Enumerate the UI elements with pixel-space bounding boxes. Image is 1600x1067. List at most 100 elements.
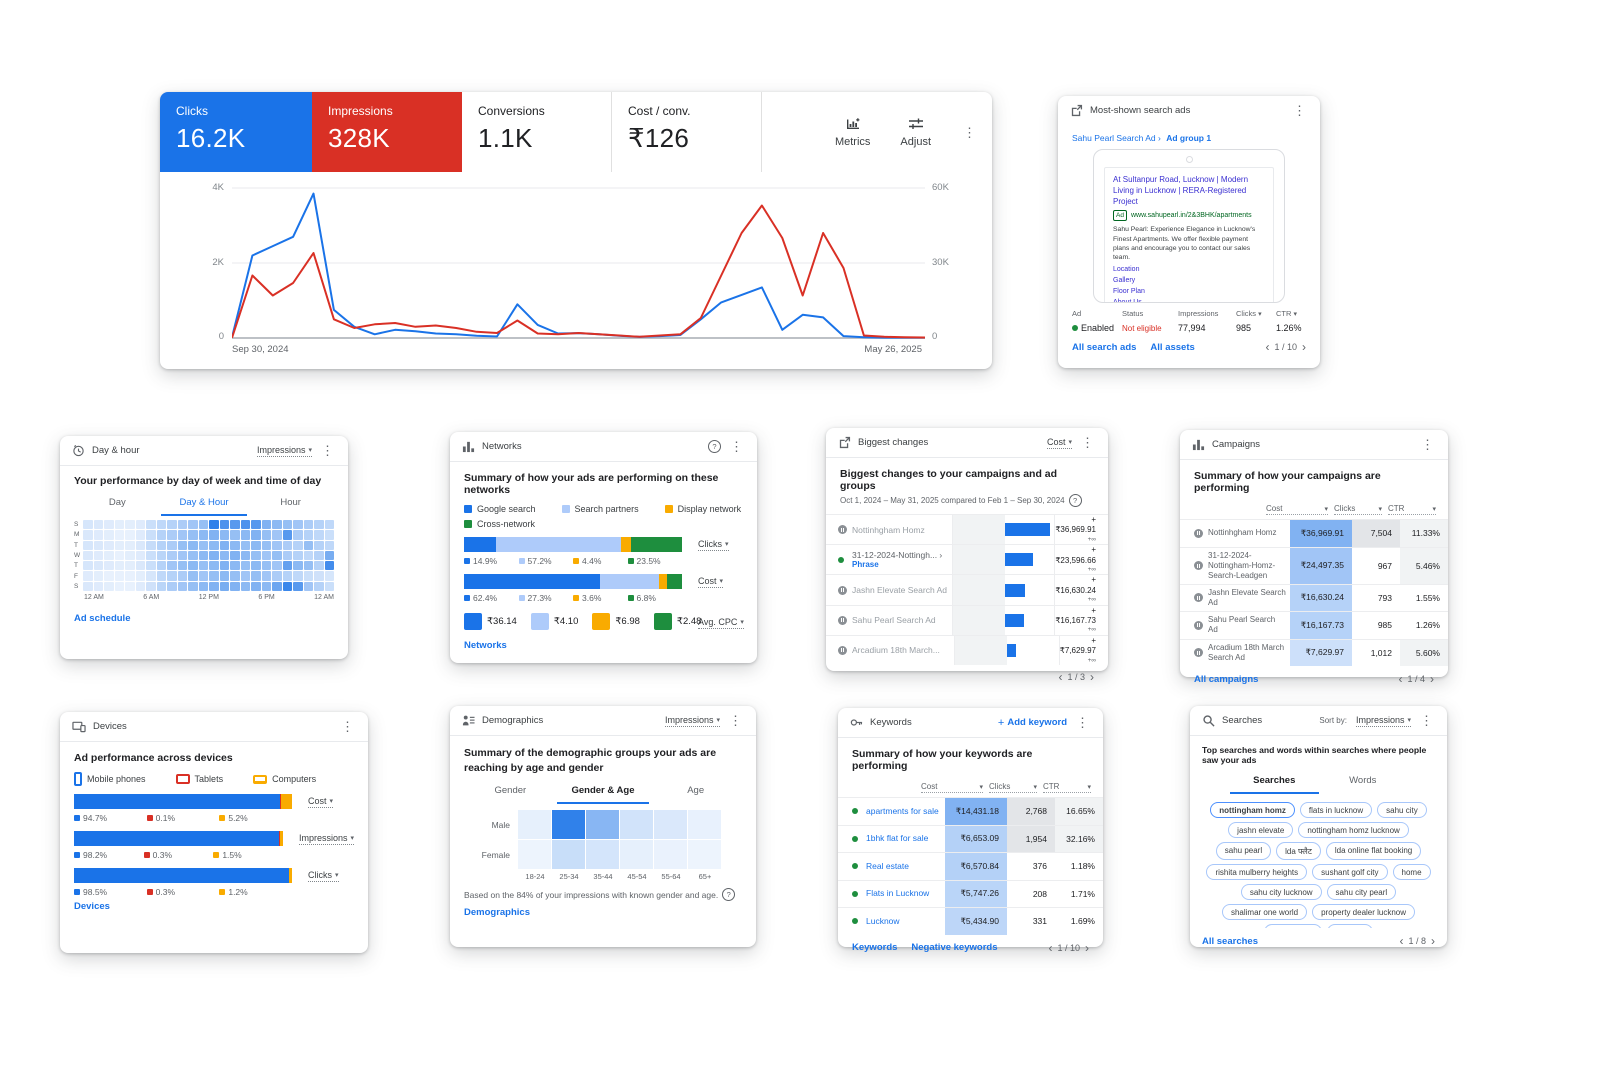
tile-conversions[interactable]: Conversions 1.1K [462,92,612,172]
heatmap-cell[interactable] [209,581,219,592]
heatmap-cell[interactable] [251,540,261,550]
heatmap-cell[interactable] [261,540,272,550]
heatmap-cell[interactable] [293,571,303,581]
heatmap-cell[interactable] [282,550,293,561]
heatmap-cell[interactable] [114,561,125,571]
heatmap-cell[interactable] [167,581,177,592]
cost-column-header[interactable]: Cost [921,782,983,793]
tile-cost-per-conv[interactable]: Cost / conv. ₹126 [612,92,762,172]
heatmap-cell[interactable] [93,530,104,540]
metric-dropdown[interactable]: Cost [1046,437,1072,449]
heatmap-cell[interactable] [146,550,156,561]
networks-link[interactable]: Networks [464,640,507,651]
heatmap-cell[interactable] [177,571,188,581]
heatmap-cell[interactable] [620,840,653,870]
heatmap-cell[interactable] [104,561,114,571]
clicks-stacked-bar[interactable] [464,537,682,552]
impressions-metric-dropdown[interactable]: Impressions [298,833,354,845]
more-options-icon[interactable] [1291,104,1308,117]
heatmap-cell[interactable] [219,571,230,581]
heatmap-cell[interactable] [282,571,293,581]
heatmap-cell[interactable] [219,561,230,571]
heatmap-cell[interactable] [251,571,261,581]
metric-dropdown[interactable]: Impressions [256,445,312,457]
prev-page-icon[interactable] [1265,341,1269,353]
heatmap-cell[interactable] [688,840,721,870]
heatmap-cell[interactable] [240,550,251,561]
heatmap-cell[interactable] [240,520,251,530]
heatmap-cell[interactable] [125,550,135,561]
heatmap-cell[interactable] [167,520,177,530]
prev-page-icon[interactable] [1048,942,1052,954]
heatmap-cell[interactable] [261,550,272,561]
heatmap-cell[interactable] [146,561,156,571]
heatmap-cell[interactable] [251,530,261,540]
heatmap-cell[interactable] [272,581,282,592]
devices-link[interactable]: Devices [74,901,110,912]
heatmap-cell[interactable] [282,581,293,592]
heatmap-cell[interactable] [156,540,167,550]
change-row[interactable]: Arcadium 18th March... +₹7,629.97 +∞ [826,634,1108,666]
heatmap-cell[interactable] [303,520,313,530]
next-page-icon[interactable] [1431,935,1435,947]
heatmap-cell[interactable] [219,550,230,561]
heatmap-cell[interactable] [177,530,188,540]
heatmap-cell[interactable] [209,520,219,530]
adjust-button[interactable]: Adjust [900,116,931,148]
table-row[interactable]: apartments for sale ₹14,431.18 2,768 16.65% [838,797,1103,825]
clicks-metric-dropdown[interactable]: Clicks [308,870,339,882]
heatmap-cell[interactable] [688,810,721,840]
heatmap-cell[interactable] [114,530,125,540]
heatmap-cell[interactable] [177,550,188,561]
breadcrumb-ad-group[interactable]: Ad group 1 [1166,133,1212,143]
heatmap-cell[interactable] [209,571,219,581]
heatmap-cell[interactable] [93,581,104,592]
tab-gender[interactable]: Gender [494,785,527,797]
heatmap-cell[interactable] [146,520,156,530]
heatmap-cell[interactable] [125,571,135,581]
heatmap-cell[interactable] [324,581,334,592]
search-term-pill[interactable]: jashn elevate [1228,822,1294,838]
heatmap-cell[interactable] [156,571,167,581]
match-type-link[interactable]: Phrase [852,560,879,570]
heatmap-cell[interactable] [167,550,177,561]
avg-cpc-metric-dropdown[interactable]: Avg. CPC [698,617,744,629]
heatmap-cell[interactable] [83,530,93,540]
search-term-pill[interactable]: lda फ्लैट [1276,842,1321,860]
table-row[interactable]: 31-12-2024-Nottingham-Homz-Search-Leadge… [1180,546,1448,584]
heatmap-cell[interactable] [188,561,198,571]
heatmap-cell[interactable] [83,540,93,550]
heatmap-cell[interactable] [518,810,551,840]
heatmap-cell[interactable] [230,561,240,571]
heatmap-cell[interactable] [125,520,135,530]
all-searches-link[interactable]: All searches [1202,935,1258,947]
heatmap-cell[interactable] [188,550,198,561]
search-term-pill[interactable]: home [1392,864,1431,880]
search-term-pill[interactable]: shalimar one world [1221,904,1308,920]
heatmap-cell[interactable] [114,571,125,581]
heatmap-cell[interactable] [230,520,240,530]
heatmap-cell[interactable] [188,581,198,592]
heatmap-cell[interactable] [104,571,114,581]
heatmap-cell[interactable] [282,561,293,571]
heatmap-cell[interactable] [125,540,135,550]
heatmap-cell[interactable] [324,571,334,581]
table-row[interactable]: Jashn Elevate Search Ad ₹16,630.24 793 1.55… [1180,583,1448,611]
heatmap-cell[interactable] [83,581,93,592]
change-row[interactable]: 31-12-2024-Nottingh... › Phrase +₹23,596.6… [826,544,1108,575]
ad-schedule-link[interactable]: Ad schedule [74,613,131,625]
more-options-icon[interactable] [728,440,745,453]
clicks-column-header[interactable]: Clicks [1334,504,1382,515]
search-term-pill[interactable]: sahu city [1377,802,1427,818]
heatmap-cell[interactable] [219,530,230,540]
heatmap-cell[interactable] [93,540,104,550]
heatmap-cell[interactable] [209,540,219,550]
impressions-stacked-bar[interactable] [74,831,283,846]
heatmap-cell[interactable] [167,540,177,550]
cost-metric-dropdown[interactable]: Cost [308,796,334,808]
heatmap-cell[interactable] [272,561,282,571]
next-page-icon[interactable] [1302,341,1306,353]
tab-gender-age[interactable]: Gender & Age [556,777,650,805]
heatmap-cell[interactable] [251,550,261,561]
heatmap-cell[interactable] [104,530,114,540]
